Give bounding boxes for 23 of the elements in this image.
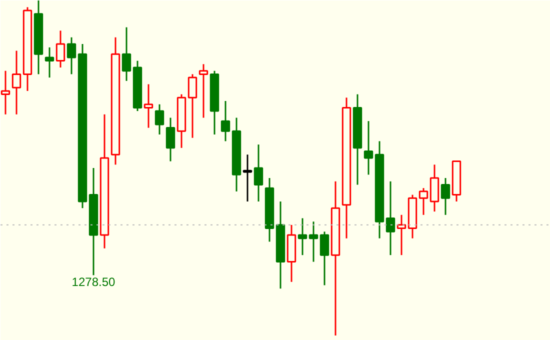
annotation: 1278.50 xyxy=(72,275,116,290)
candlestick xyxy=(188,73,198,139)
candlestick xyxy=(144,83,154,129)
candlestick xyxy=(308,220,318,263)
candlestick xyxy=(166,116,176,162)
candlestick xyxy=(418,187,428,216)
candlestick xyxy=(396,214,406,256)
candlestick xyxy=(56,30,66,68)
candlestick xyxy=(154,104,164,136)
candlestick xyxy=(220,100,230,142)
candlestick xyxy=(386,180,396,256)
candlestick xyxy=(198,63,208,118)
candlestick xyxy=(122,26,132,82)
candlestick xyxy=(242,154,252,202)
candlestick xyxy=(12,50,22,116)
candlestick xyxy=(66,36,76,75)
candlestick xyxy=(254,144,264,202)
candlestick xyxy=(440,177,450,216)
candlestick xyxy=(298,217,308,256)
candlestick xyxy=(364,120,374,176)
candlestick xyxy=(44,46,54,78)
candlestick xyxy=(320,230,330,286)
candlestick xyxy=(430,164,440,212)
